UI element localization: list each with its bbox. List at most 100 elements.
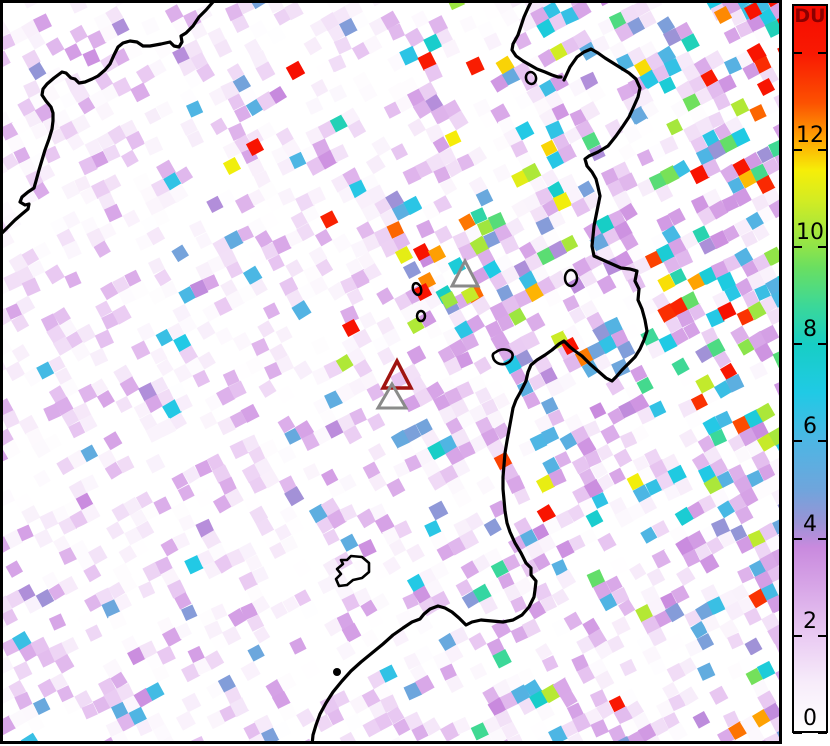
data-pixel (172, 46, 191, 65)
data-pixel (429, 530, 449, 551)
data-pixel (514, 576, 534, 596)
data-pixel (284, 2, 304, 21)
data-pixel (111, 18, 130, 36)
data-pixel (621, 490, 639, 509)
data-pixel (709, 230, 729, 250)
data-pixel (240, 661, 261, 682)
data-pixel (247, 644, 265, 662)
data-pixel (150, 178, 171, 198)
data-pixel (358, 311, 377, 330)
data-pixel (257, 349, 277, 369)
data-pixel (150, 376, 169, 395)
data-pixel (74, 462, 93, 481)
data-pixel (338, 473, 357, 492)
data-pixel (210, 117, 228, 136)
data-pixel (247, 158, 265, 177)
data-pixel (238, 86, 258, 106)
data-pixel (760, 324, 780, 344)
data-pixel (522, 391, 541, 410)
data-pixel (157, 616, 174, 634)
data-pixel (745, 439, 764, 458)
data-pixel (2, 278, 11, 297)
data-pixel (138, 581, 156, 599)
data-pixel (697, 662, 716, 681)
data-pixel (709, 685, 729, 705)
data-pixel (169, 412, 188, 430)
data-pixel (467, 146, 488, 166)
data-pixel (681, 63, 701, 83)
data-pixel (81, 702, 98, 720)
data-pixel (70, 341, 91, 362)
data-pixel (11, 344, 30, 363)
data-pixel (492, 649, 512, 669)
data-pixel (276, 157, 295, 176)
data-pixel (649, 658, 667, 676)
data-pixel (396, 154, 415, 173)
data-pixel (515, 121, 535, 141)
data-pixel (535, 474, 556, 494)
data-pixel (142, 561, 163, 582)
data-pixel (386, 2, 405, 11)
data-pixel (448, 566, 468, 586)
data-pixel (95, 101, 115, 121)
data-pixel (327, 708, 345, 726)
data-pixel (131, 340, 151, 360)
data-pixel (45, 37, 65, 56)
data-pixel (2, 20, 11, 40)
data-pixel (315, 229, 333, 247)
data-pixel (742, 62, 760, 80)
data-pixel (360, 599, 378, 617)
data-pixel (3, 271, 23, 292)
data-pixel (746, 271, 766, 291)
data-pixel (312, 396, 331, 415)
data-pixel (565, 671, 585, 691)
data-pixel (374, 712, 393, 731)
data-pixel (577, 408, 595, 426)
data-pixel (497, 572, 515, 590)
data-pixel (121, 149, 139, 168)
data-pixel (2, 231, 15, 249)
data-pixel (756, 660, 776, 680)
data-pixel (328, 54, 347, 73)
data-pixel (302, 205, 320, 223)
data-pixel (222, 156, 242, 176)
data-pixel (2, 398, 14, 417)
data-pixel (269, 343, 288, 362)
data-pixel (511, 169, 529, 188)
data-pixel (6, 133, 26, 154)
data-pixel (189, 279, 209, 299)
data-pixel (612, 161, 631, 180)
data-pixel (522, 162, 542, 183)
data-pixel (394, 245, 414, 265)
data-pixel (97, 449, 117, 469)
data-pixel (327, 281, 347, 301)
data-pixel (267, 25, 287, 45)
data-pixel (444, 387, 463, 406)
data-pixel (74, 690, 93, 709)
data-pixel (108, 611, 127, 630)
data-pixel (287, 576, 306, 596)
colorbar-title: DU (794, 5, 826, 27)
data-pixel (586, 311, 605, 330)
data-pixel (749, 361, 768, 380)
data-pixel (145, 682, 165, 701)
data-pixel (510, 625, 529, 644)
data-pixel (611, 616, 631, 636)
data-pixel (758, 463, 776, 482)
data-pixel (183, 39, 203, 59)
data-pixel (477, 20, 496, 39)
data-pixel (96, 389, 115, 409)
data-pixel (31, 438, 51, 459)
data-pixel (300, 659, 321, 680)
data-pixel (450, 428, 471, 448)
data-pixel (748, 559, 767, 578)
data-pixel (614, 22, 635, 43)
data-pixel (162, 399, 183, 420)
data-pixel (343, 425, 363, 445)
data-pixel (36, 361, 55, 380)
data-pixel (406, 345, 427, 365)
data-pixel (418, 81, 438, 101)
data-pixel (395, 94, 414, 113)
data-pixel (380, 694, 399, 713)
data-pixel (155, 328, 174, 347)
